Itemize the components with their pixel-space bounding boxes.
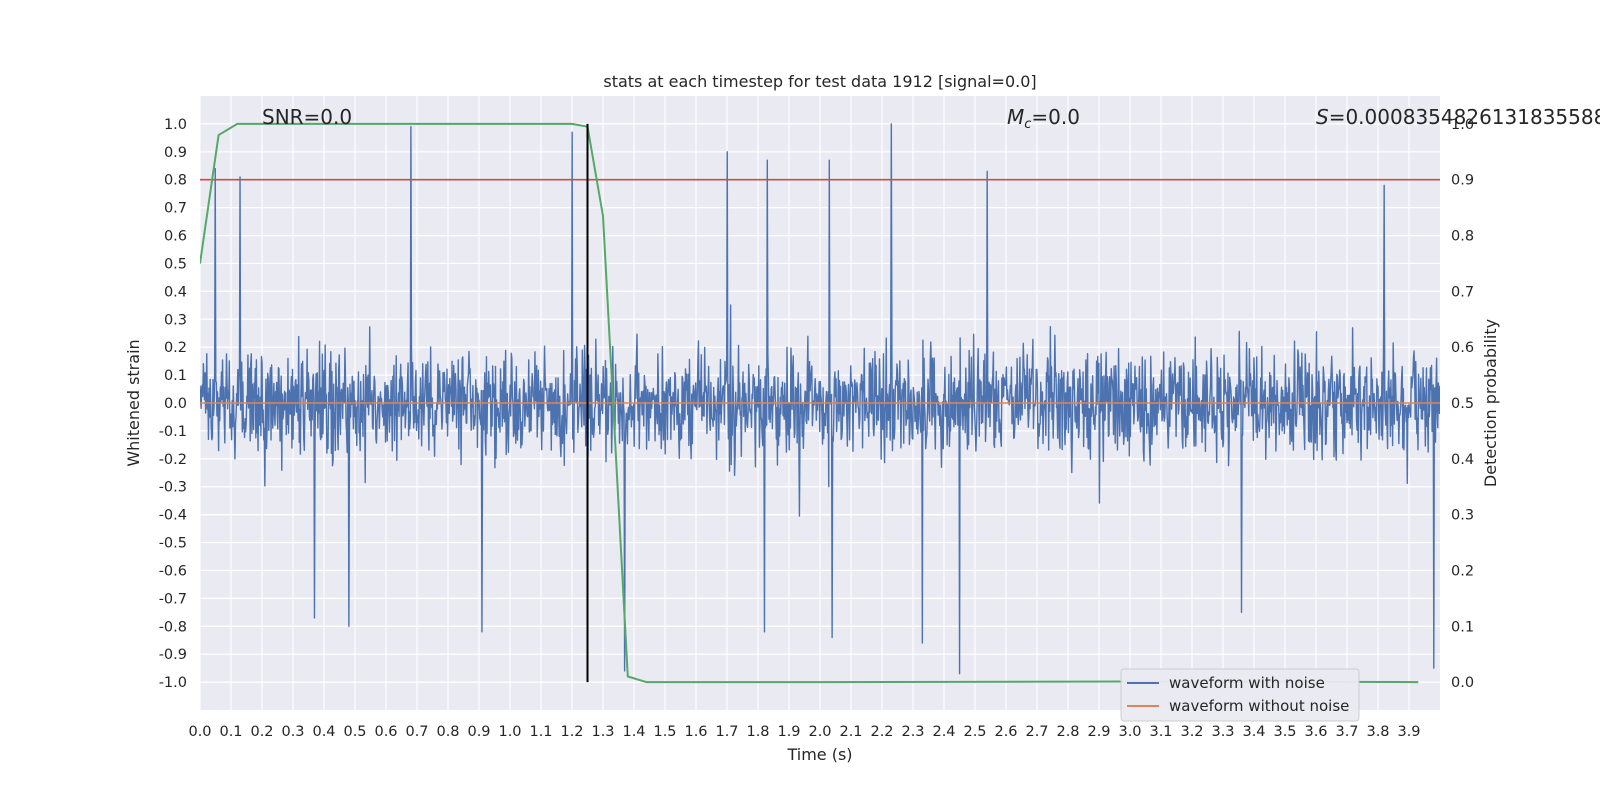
chart-title: stats at each timestep for test data 191… — [603, 72, 1036, 91]
legend-label-with-noise: waveform with noise — [1169, 674, 1325, 692]
y-tick-label: -1.0 — [159, 675, 187, 691]
x-tick-label: 2.3 — [901, 724, 924, 740]
x-tick-label: 1.0 — [498, 724, 521, 740]
y-tick-label: 0.3 — [164, 312, 187, 328]
annotation-s-symbol: S — [1316, 105, 1329, 129]
x-tick-label: 2.7 — [1025, 724, 1048, 740]
x-tick-label: 3.7 — [1335, 724, 1358, 740]
x-tick-label: 1.2 — [560, 724, 583, 740]
x-tick-label: 3.3 — [1211, 724, 1234, 740]
overlays — [200, 122, 1440, 684]
x-tick-label: 2.2 — [870, 724, 893, 740]
x-tick-label: 2.8 — [1056, 724, 1079, 740]
y-tick-label: 0.4 — [164, 284, 187, 300]
y-tick-label: -0.4 — [159, 508, 187, 524]
annotation-chirp-mass-value: =0.0 — [1031, 105, 1080, 129]
x-tick-label: 2.4 — [932, 724, 955, 740]
x-tick-label: 1.6 — [684, 724, 707, 740]
x-tick-label: 1.1 — [529, 724, 552, 740]
y2-tick-label: 0.4 — [1451, 452, 1474, 468]
y-tick-label: 1.0 — [164, 117, 187, 133]
legend-label-without-noise: waveform without noise — [1169, 697, 1349, 715]
x-tick-label: 1.9 — [777, 724, 800, 740]
y-tick-label: 0.9 — [164, 145, 187, 161]
y2-tick-label: 0.6 — [1451, 340, 1474, 356]
x-tick-label: 0.0 — [188, 724, 211, 740]
x-tick-label: 3.9 — [1397, 724, 1420, 740]
x-tick-label: 1.8 — [746, 724, 769, 740]
annotation-s-value: =0.0008354826131835588 — [1329, 105, 1600, 129]
y-tick-label: -0.7 — [159, 591, 187, 607]
x-tick-label: 3.1 — [1149, 724, 1172, 740]
y2-tick-label: 1.0 — [1451, 117, 1474, 133]
annotation-chirp-mass-symbol: M — [1007, 105, 1024, 129]
y-tick-label: 0.8 — [164, 173, 187, 189]
y2-tick-label: 0.8 — [1451, 229, 1474, 245]
x-tick-label: 1.3 — [591, 724, 614, 740]
x-tick-label: 2.5 — [963, 724, 986, 740]
x-tick-label: 0.7 — [405, 724, 428, 740]
y2-tick-label: 0.3 — [1451, 508, 1474, 524]
y-tick-label: -0.1 — [159, 424, 187, 440]
annotation-s: S=0.0008354826131835588 — [1316, 105, 1600, 129]
x-tick-label: 3.6 — [1304, 724, 1327, 740]
y-tick-label: -0.8 — [159, 619, 187, 635]
y-tick-label: -0.2 — [159, 452, 187, 468]
y-tick-label: -0.3 — [159, 480, 187, 496]
y-axis-label: Whitened strain — [124, 339, 143, 466]
y2-tick-label: 0.7 — [1451, 284, 1474, 300]
x-axis-label: Time (s) — [786, 745, 852, 764]
x-tick-label: 1.7 — [715, 724, 738, 740]
x-tick-label: 3.8 — [1366, 724, 1389, 740]
x-tick-label: 2.1 — [839, 724, 862, 740]
x-tick-label: 0.9 — [467, 724, 490, 740]
x-tick-label: 0.2 — [250, 724, 273, 740]
y-tick-label: 0.1 — [164, 368, 187, 384]
y2-tick-label: 0.1 — [1451, 619, 1474, 635]
x-tick-label: 0.5 — [343, 724, 366, 740]
x-tick-label: 0.3 — [281, 724, 304, 740]
x-tick-label: 0.6 — [374, 724, 397, 740]
legend: waveform with noise waveform without noi… — [1120, 668, 1360, 722]
y-tick-label: -0.6 — [159, 563, 187, 579]
x-tick-label: 0.1 — [219, 724, 242, 740]
x-tick-label: 3.0 — [1118, 724, 1141, 740]
legend-box — [1120, 668, 1360, 722]
y2-ticks: 1.0 0.9 0.8 0.7 0.6 0.5 0.4 0.3 0.2 0.1 0.0 — [1451, 117, 1474, 691]
x-ticks: 0.0 0.1 0.2 0.3 0.4 0.5 0.6 0.7 0.8 0.9 1.0 1.1 1.2 1… — [188, 724, 1420, 740]
y2-tick-label: 0.2 — [1451, 563, 1474, 579]
x-tick-label: 2.0 — [808, 724, 831, 740]
y2-tick-label: 0.0 — [1451, 675, 1474, 691]
x-tick-label: 3.2 — [1180, 724, 1203, 740]
y-tick-label: -0.9 — [159, 647, 187, 663]
y-tick-label: 0.0 — [164, 396, 187, 412]
y-tick-label: 0.5 — [164, 256, 187, 272]
x-tick-label: 3.5 — [1273, 724, 1296, 740]
x-tick-label: 3.4 — [1242, 724, 1265, 740]
x-tick-label: 0.4 — [312, 724, 335, 740]
x-tick-label: 2.6 — [994, 724, 1017, 740]
y-tick-label: 0.6 — [164, 229, 187, 245]
x-tick-label: 0.8 — [436, 724, 459, 740]
y-tick-label: 0.7 — [164, 201, 187, 217]
y-tick-label: -0.5 — [159, 536, 187, 552]
y2-tick-label: 0.5 — [1451, 396, 1474, 412]
x-tick-label: 1.4 — [622, 724, 645, 740]
detection-probability-line — [200, 122, 1419, 684]
y2-tick-label: 0.9 — [1451, 173, 1474, 189]
y-ticks: 1.0 0.9 0.8 0.7 0.6 0.5 0.4 0.3 0.2 0.1 0.0 -0.1 -0.… — [159, 117, 187, 691]
annotation-chirp-mass-sub: c — [1024, 117, 1031, 132]
x-tick-label: 1.5 — [653, 724, 676, 740]
x-tick-label: 2.9 — [1087, 724, 1110, 740]
annotation-chirp-mass: Mc=0.0 — [1007, 105, 1080, 132]
annotation-snr: SNR=0.0 — [262, 105, 352, 129]
y2-axis-label: Detection probability — [1481, 319, 1500, 487]
y-tick-label: 0.2 — [164, 340, 187, 356]
